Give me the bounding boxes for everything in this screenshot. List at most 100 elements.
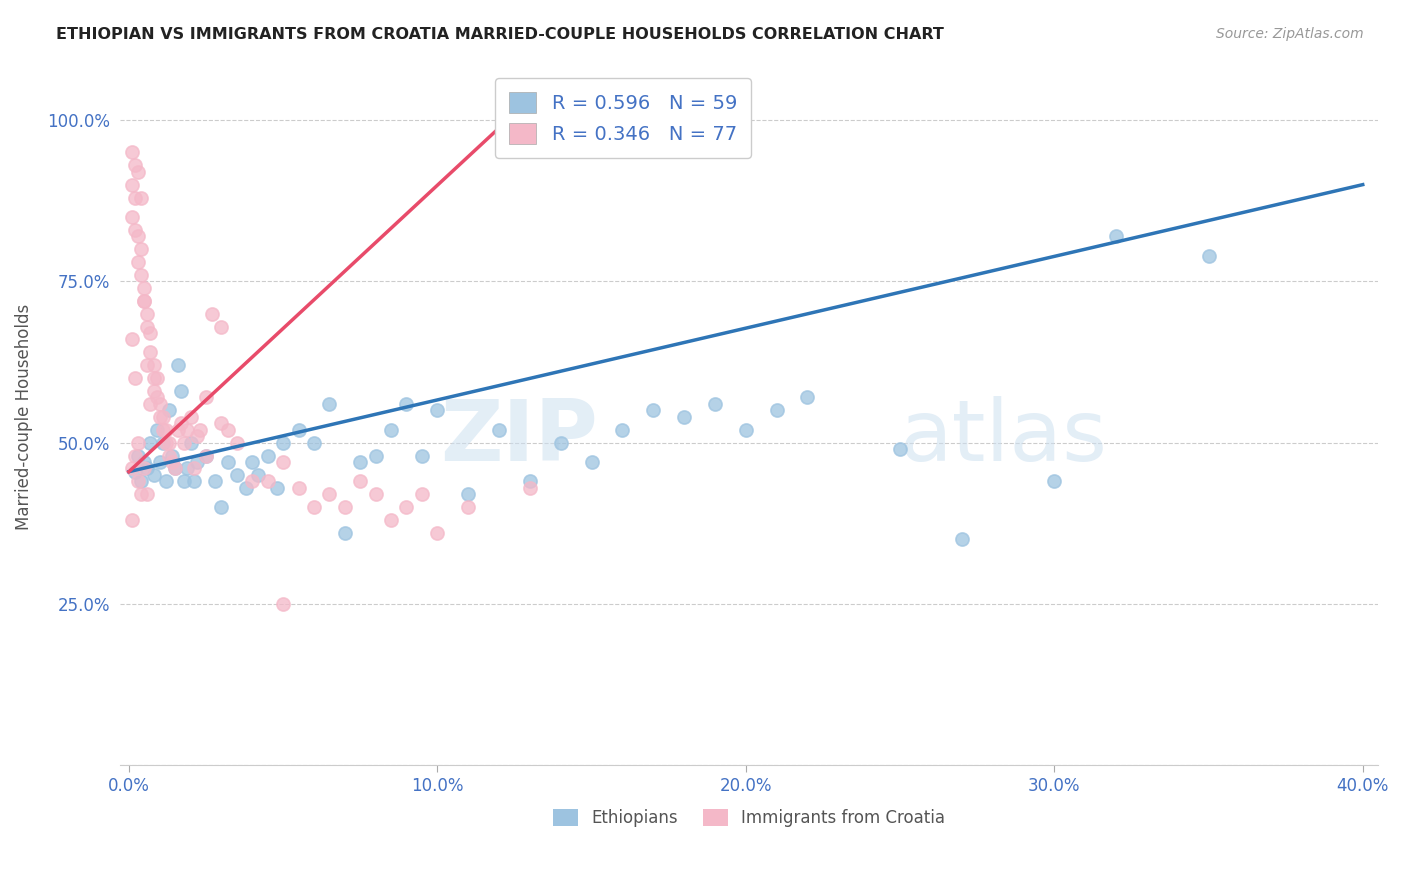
Point (204, 475, 226, 489)
Point (287, 423, 309, 437)
Point (127, 255, 149, 269)
Point (266, 481, 288, 495)
Point (155, 423, 177, 437)
Point (134, 461, 156, 475)
Point (127, 449, 149, 463)
Point (426, 403, 449, 417)
Point (157, 435, 180, 450)
Y-axis label: Married-couple Households: Married-couple Households (15, 303, 32, 530)
Point (155, 475, 177, 489)
Point (411, 449, 433, 463)
Point (180, 409, 202, 424)
Point (136, 358, 159, 372)
Point (209, 500, 232, 515)
Text: ZIP: ZIP (440, 396, 598, 479)
Point (139, 345, 162, 359)
Point (121, 513, 143, 527)
Point (673, 409, 696, 424)
Point (155, 435, 177, 450)
Point (121, 178, 143, 192)
Point (519, 475, 541, 489)
Point (136, 461, 159, 475)
Point (704, 397, 727, 411)
Point (165, 461, 187, 475)
Point (195, 391, 218, 405)
Point (183, 461, 205, 475)
Point (217, 455, 239, 469)
Point (152, 409, 174, 424)
Point (145, 371, 167, 385)
Point (149, 455, 172, 469)
Point (149, 397, 172, 411)
Point (176, 461, 198, 475)
Point (256, 449, 278, 463)
Point (1105, 229, 1128, 244)
Point (124, 371, 146, 385)
Point (134, 293, 156, 308)
Point (145, 423, 167, 437)
Point (139, 435, 162, 450)
Point (149, 409, 172, 424)
Point (209, 319, 232, 334)
Point (488, 423, 510, 437)
Point (127, 435, 149, 450)
Point (195, 449, 218, 463)
Point (271, 435, 294, 450)
Point (195, 449, 218, 463)
Point (550, 435, 572, 450)
Point (302, 500, 325, 515)
Point (186, 455, 208, 469)
Point (124, 190, 146, 204)
Point (201, 307, 224, 321)
Point (271, 597, 294, 611)
Point (1198, 249, 1220, 263)
Point (457, 500, 479, 515)
Point (121, 461, 143, 475)
Point (160, 449, 183, 463)
Text: ETHIOPIAN VS IMMIGRANTS FROM CROATIA MARRIED-COUPLE HOUSEHOLDS CORRELATION CHART: ETHIOPIAN VS IMMIGRANTS FROM CROATIA MAR… (56, 27, 943, 42)
Point (167, 358, 190, 372)
Point (380, 423, 402, 437)
Point (457, 487, 479, 501)
Point (145, 391, 167, 405)
Point (129, 190, 152, 204)
Point (139, 397, 162, 411)
Point (136, 487, 159, 501)
Point (765, 403, 787, 417)
Point (643, 403, 665, 417)
Text: Source: ZipAtlas.com: Source: ZipAtlas.com (1216, 27, 1364, 41)
Point (612, 423, 634, 437)
Point (124, 465, 146, 479)
Point (136, 307, 159, 321)
Point (426, 525, 449, 540)
Point (411, 487, 433, 501)
Point (519, 481, 541, 495)
Point (318, 397, 340, 411)
Point (173, 475, 195, 489)
Point (157, 449, 180, 463)
Point (142, 371, 165, 385)
Point (173, 435, 195, 450)
Point (170, 417, 193, 431)
Point (134, 281, 156, 295)
Point (395, 500, 418, 515)
Point (333, 525, 356, 540)
Point (129, 268, 152, 282)
Point (734, 423, 756, 437)
Point (165, 461, 187, 475)
Point (217, 423, 239, 437)
Point (240, 455, 263, 469)
Point (225, 467, 247, 482)
Point (124, 158, 146, 172)
Point (142, 358, 165, 372)
Point (287, 481, 309, 495)
Point (142, 467, 165, 482)
Point (380, 513, 402, 527)
Point (157, 403, 180, 417)
Point (1043, 475, 1066, 489)
Point (176, 423, 198, 437)
Point (225, 435, 247, 450)
Point (581, 455, 603, 469)
Point (364, 487, 387, 501)
Point (127, 229, 149, 244)
